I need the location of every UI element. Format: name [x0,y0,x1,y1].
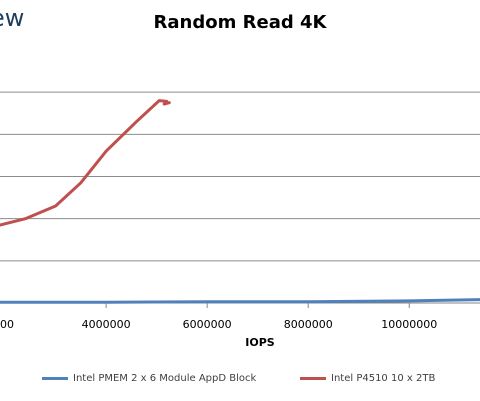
x-tick-label: 4000000 [82,318,131,331]
series-line-1 [0,298,480,304]
series-line-2 [0,99,171,227]
legend-item-series-2: Intel P4510 10 x 2TB [300,373,435,384]
x-tick-label: 8000000 [284,318,333,331]
legend-swatch-series-2 [300,377,326,380]
logo-watermark: ew [0,4,25,32]
legend: Intel PMEM 2 x 6 Module AppD Block Intel… [0,373,480,389]
x-tick-label: 6000000 [183,318,232,331]
legend-swatch-series-1 [42,377,68,380]
x-axis-label: IOPS [245,336,275,349]
legend-label-series-2: Intel P4510 10 x 2TB [331,373,436,384]
chart-title: Random Read 4K [153,12,327,33]
x-tick-label: 10000000 [381,318,437,331]
x-tick-label: 00 [0,318,14,331]
legend-label-series-1: Intel PMEM 2 x 6 Module AppD Block [73,373,257,384]
legend-item-series-1: Intel PMEM 2 x 6 Module AppD Block [42,373,256,384]
